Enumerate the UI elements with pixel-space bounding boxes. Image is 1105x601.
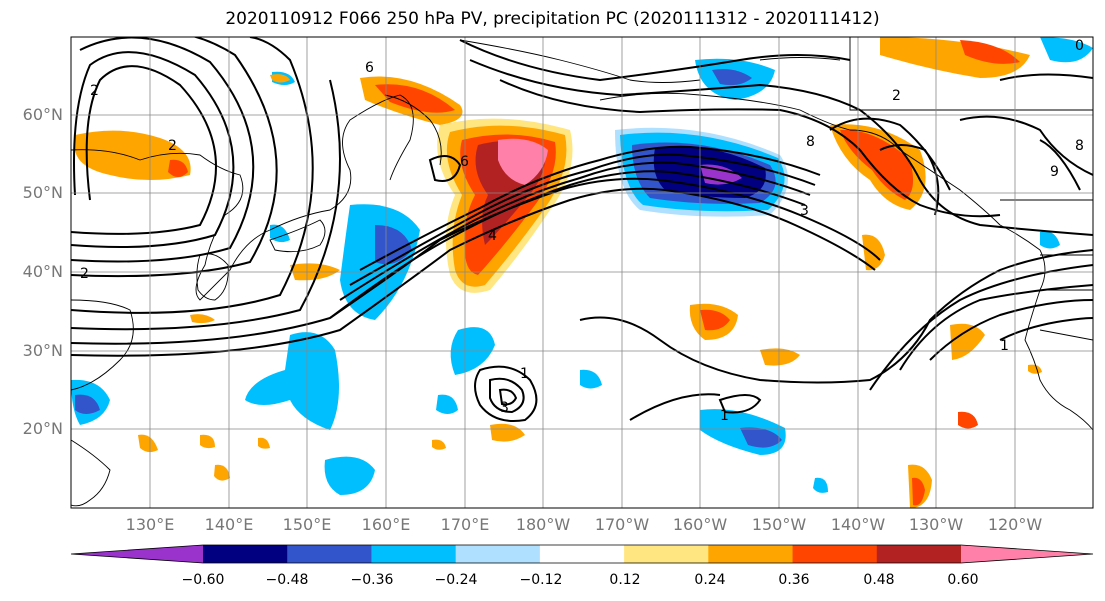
contour-label: 3 (800, 203, 809, 219)
colorbar-tick-label: −0.36 (350, 572, 394, 588)
lon-label: 150°W (751, 515, 807, 534)
colorbar-tick-label: −0.60 (181, 572, 225, 588)
contour-label: 0 (1075, 38, 1084, 54)
contour-label: 8 (1075, 138, 1084, 154)
colorbar-swatch (287, 545, 372, 563)
map-frame (70, 36, 1094, 509)
contour-label: 2 (892, 88, 901, 104)
contour-label: 2 (80, 266, 89, 282)
colorbar-swatch (792, 545, 878, 563)
lon-label: 130°W (908, 515, 964, 534)
colorbar-tick-label: 0.24 (694, 572, 726, 588)
colorbar-extend-max (961, 545, 1093, 563)
colorbar-tick-label: 0.60 (947, 572, 979, 588)
contour-label: 6 (460, 154, 469, 170)
lat-label: 40°N (22, 262, 63, 281)
colorbar (70, 544, 1094, 564)
contour-label: 1 (520, 366, 529, 382)
lon-label: 170°E (440, 515, 490, 534)
lat-label: 20°N (22, 419, 63, 438)
colorbar-tick-label: −0.24 (434, 572, 478, 588)
contour-label: 4 (488, 228, 497, 244)
contour-label: 9 (1050, 164, 1059, 180)
lat-label: 30°N (22, 341, 63, 360)
contour-label: 2 (90, 83, 99, 99)
lat-label: 60°N (22, 105, 63, 124)
contour-label: 1 (1000, 338, 1009, 354)
colorbar-swatch (708, 545, 794, 563)
lat-label: 50°N (22, 183, 63, 202)
colorbar-tick-label: 0.36 (778, 572, 810, 588)
colorbar-swatch (876, 545, 962, 563)
colorbar-swatch (203, 545, 288, 563)
lon-label: 160°W (672, 515, 728, 534)
map-content: 2 2 6 6 4 3 1 8 9 1 2 0 2 1 3 8 (71, 37, 1093, 508)
contour-label: 8 (806, 134, 815, 150)
lon-label: 150°E (282, 515, 332, 534)
contour-label: 2 (168, 138, 177, 154)
lon-label: 130°E (125, 515, 175, 534)
contour-label: 3 (500, 400, 509, 416)
contour-label: 6 (365, 60, 374, 76)
graticule (71, 37, 1093, 508)
colorbar-swatch (539, 545, 625, 563)
coastlines (71, 37, 1093, 507)
lon-label: 120°W (987, 515, 1043, 534)
colorbar-extend-min (71, 545, 203, 563)
lon-label: 160°E (361, 515, 411, 534)
lon-label: 170°W (594, 515, 650, 534)
pv-contours (71, 37, 1093, 422)
colorbar-tick-label: 0.12 (609, 572, 641, 588)
colorbar-tick-label: 0.48 (863, 572, 895, 588)
precip-shading (71, 37, 1093, 508)
lon-label: 180°W (515, 515, 571, 534)
map-title: 2020110912 F066 250 hPa PV, precipitatio… (225, 9, 880, 29)
lon-label: 140°W (830, 515, 886, 534)
colorbar-swatch (455, 545, 541, 563)
contour-label: 1 (720, 408, 729, 424)
colorbar-outline (70, 544, 1094, 564)
colorbar-tick-label: −0.48 (265, 572, 309, 588)
contour-labels: 2 2 6 6 4 3 1 8 9 1 2 0 2 1 3 8 (80, 38, 1084, 424)
lon-label: 140°E (204, 515, 254, 534)
colorbar-tick-label: −0.12 (519, 572, 563, 588)
colorbar-swatch (624, 545, 709, 563)
colorbar-swatch (371, 545, 457, 563)
